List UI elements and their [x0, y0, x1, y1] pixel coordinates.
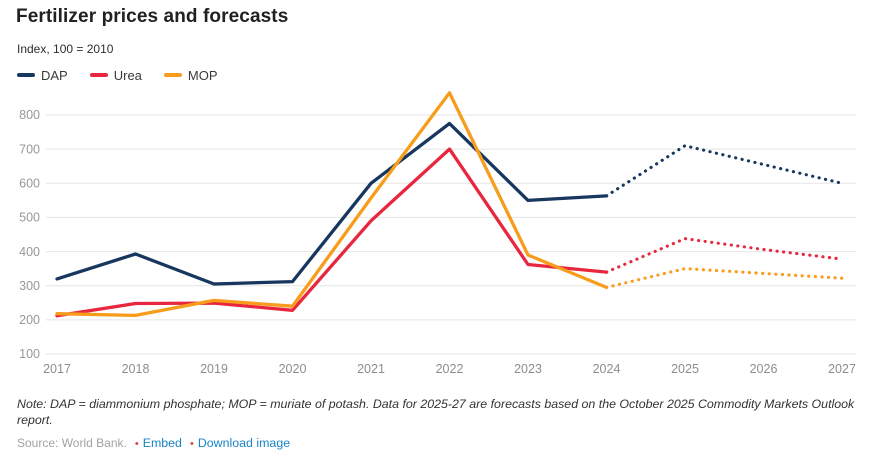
svg-text:2024: 2024	[593, 362, 621, 376]
svg-text:100: 100	[19, 347, 40, 361]
svg-text:2026: 2026	[750, 362, 778, 376]
dap-line-swatch-icon	[17, 73, 35, 77]
svg-text:200: 200	[19, 313, 40, 327]
bullet-separator: •	[134, 437, 139, 450]
legend-item-mop: MOP	[163, 67, 218, 83]
chart-svg: 100 200 300 400 500 600 700 800 2017 2018 2019 2020…	[19, 91, 856, 376]
legend: DAP Urea MOP	[0, 67, 885, 83]
svg-text:2027: 2027	[828, 362, 856, 376]
svg-text:300: 300	[19, 279, 40, 293]
svg-text:2025: 2025	[671, 362, 699, 376]
svg-text:2017: 2017	[43, 362, 71, 376]
page-title: Fertilizer prices and forecasts	[16, 6, 289, 27]
download-image-link[interactable]: Download image	[197, 435, 291, 450]
source-line: Source: World Bank. • Embed • Download image	[0, 436, 885, 450]
svg-text:500: 500	[19, 211, 40, 225]
legend-item-urea: Urea	[89, 67, 142, 83]
legend-label-dap: DAP	[41, 67, 68, 83]
svg-text:800: 800	[19, 108, 40, 122]
mop-line-swatch-icon	[163, 73, 182, 77]
source-text: Source: World Bank.	[17, 435, 127, 450]
svg-text:2023: 2023	[514, 362, 542, 376]
urea-line-swatch-icon	[89, 73, 108, 77]
svg-text:2019: 2019	[200, 362, 228, 376]
svg-text:2018: 2018	[122, 362, 150, 376]
legend-item-dap: DAP	[17, 68, 68, 83]
svg-text:400: 400	[19, 245, 40, 259]
bullet-separator: •	[189, 437, 194, 450]
svg-text:2021: 2021	[357, 362, 385, 376]
svg-text:2022: 2022	[436, 362, 464, 376]
svg-text:700: 700	[19, 142, 40, 156]
svg-text:600: 600	[19, 177, 40, 191]
legend-label-mop: MOP	[187, 67, 218, 83]
svg-text:2020: 2020	[279, 362, 307, 376]
legend-label-urea: Urea	[113, 67, 142, 83]
chart-subtitle: Index, 100 = 2010	[17, 42, 114, 56]
note-text: Note: DAP = diammonium phosphate; MOP = …	[17, 397, 855, 427]
embed-link[interactable]: Embed	[142, 435, 182, 450]
